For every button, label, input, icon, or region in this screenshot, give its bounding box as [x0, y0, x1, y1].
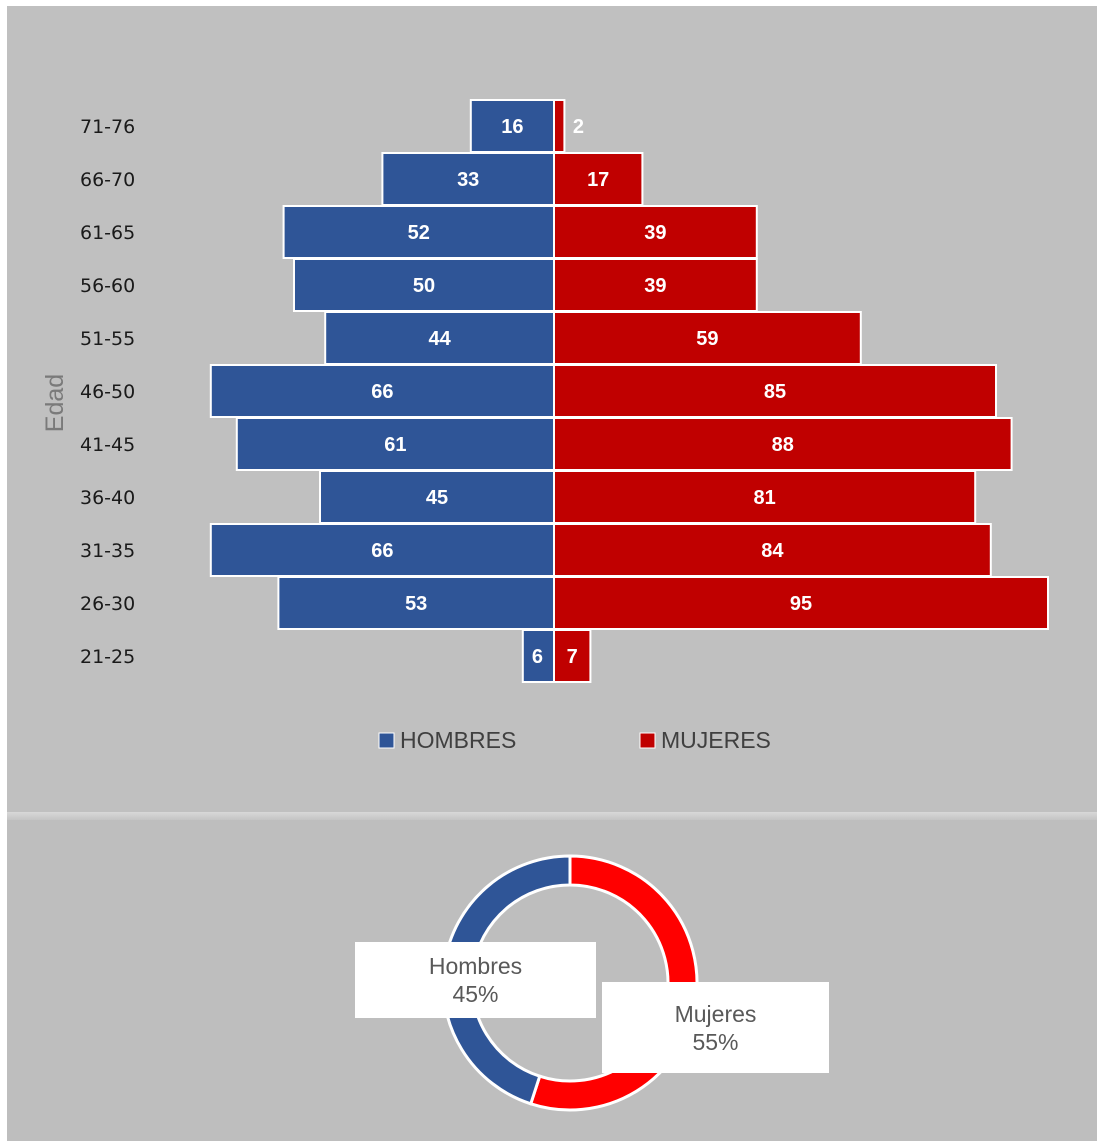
pyramid-plot: 16 2 71-76 33 17 66-70 52 39 61-65 50 39 56-60 44 59 5… [41, 99, 1049, 753]
bar-label-hombres-36-40: 45 [426, 487, 448, 509]
bar-label-mujeres-71-76: 2 [573, 116, 584, 138]
bar-label-mujeres-61-65: 39 [644, 222, 666, 244]
tick-label-66-70: 66-70 [80, 169, 135, 191]
y-axis-title: Edad [41, 374, 69, 432]
tick-label-21-25: 21-25 [80, 646, 135, 668]
bar-label-mujeres-51-55: 59 [696, 328, 718, 350]
callout-mujeres-percent: 55% [692, 1028, 739, 1055]
bar-hombres-31-35 [209, 523, 556, 577]
bar-hombres-51-55 [324, 311, 556, 365]
bar-label-hombres-26-30: 53 [405, 593, 427, 615]
tick-label-36-40: 36-40 [80, 487, 135, 509]
gender-donut-chart: Hombres 45% Mujeres 55% [7, 820, 1097, 1141]
bar-label-hombres-31-35: 66 [371, 540, 393, 562]
tick-label-46-50: 46-50 [80, 381, 135, 403]
callout-hombres-label: Hombres [428, 953, 523, 979]
tick-label-31-35: 31-35 [80, 540, 135, 562]
tick-label-41-45: 41-45 [80, 434, 135, 456]
callout-hombres-percent: 45% [452, 981, 499, 1007]
bar-label-hombres-41-45: 61 [384, 434, 406, 456]
bar-label-hombres-51-55: 44 [428, 328, 451, 350]
legend-label-hombres: HOMBRES [400, 727, 516, 753]
bar-hombres-26-30 [277, 576, 555, 630]
bar-label-mujeres-66-70: 17 [587, 169, 609, 191]
bar-label-hombres-71-76: 16 [501, 116, 523, 138]
bar-label-hombres-21-25: 6 [532, 646, 543, 668]
legend-swatch-mujeres [639, 732, 656, 749]
bar-hombres-46-50 [209, 364, 556, 418]
bar-mujeres-26-30 [553, 576, 1049, 630]
bar-label-mujeres-46-50: 85 [764, 381, 786, 403]
population-pyramid-chart: 16 2 71-76 33 17 66-70 52 39 61-65 50 39 56-60 44 59 5… [7, 6, 1097, 812]
bar-mujeres-46-50 [553, 364, 997, 418]
tick-label-51-55: 51-55 [80, 328, 135, 350]
donut-callout-hombres: Hombres 45% [355, 942, 596, 1018]
bar-hombres-36-40 [319, 470, 555, 524]
tick-label-61-65: 61-65 [80, 222, 135, 244]
bar-label-mujeres-56-60: 39 [644, 275, 666, 297]
bar-label-mujeres-31-35: 84 [761, 540, 784, 562]
tick-label-56-60: 56-60 [80, 275, 135, 297]
callout-mujeres-label: Mujeres [674, 1000, 757, 1027]
tick-label-26-30: 26-30 [80, 593, 135, 615]
bar-hombres-21-25 [521, 629, 555, 683]
bar-label-mujeres-41-45: 88 [772, 434, 794, 456]
bar-hombres-66-70 [381, 152, 555, 206]
bar-label-hombres-56-60: 50 [413, 275, 435, 297]
bar-label-mujeres-21-25: 7 [567, 646, 578, 668]
bar-label-hombres-46-50: 66 [371, 381, 393, 403]
bar-label-mujeres-36-40: 81 [753, 487, 775, 509]
donut-callout-mujeres: Mujeres 55% [602, 982, 829, 1073]
bar-mujeres-71-76 [553, 99, 566, 153]
tick-label-71-76: 71-76 [80, 116, 135, 138]
bar-label-hombres-66-70: 33 [457, 169, 479, 191]
bar-hombres-41-45 [235, 417, 556, 471]
bar-label-mujeres-26-30: 95 [790, 593, 812, 615]
panel-divider [7, 812, 1097, 820]
bar-hombres-56-60 [293, 258, 555, 312]
legend-swatch-hombres [378, 732, 395, 749]
bar-label-hombres-61-65: 52 [408, 222, 430, 244]
legend-label-mujeres: MUJERES [661, 727, 771, 753]
bar-hombres-71-76 [469, 99, 555, 153]
